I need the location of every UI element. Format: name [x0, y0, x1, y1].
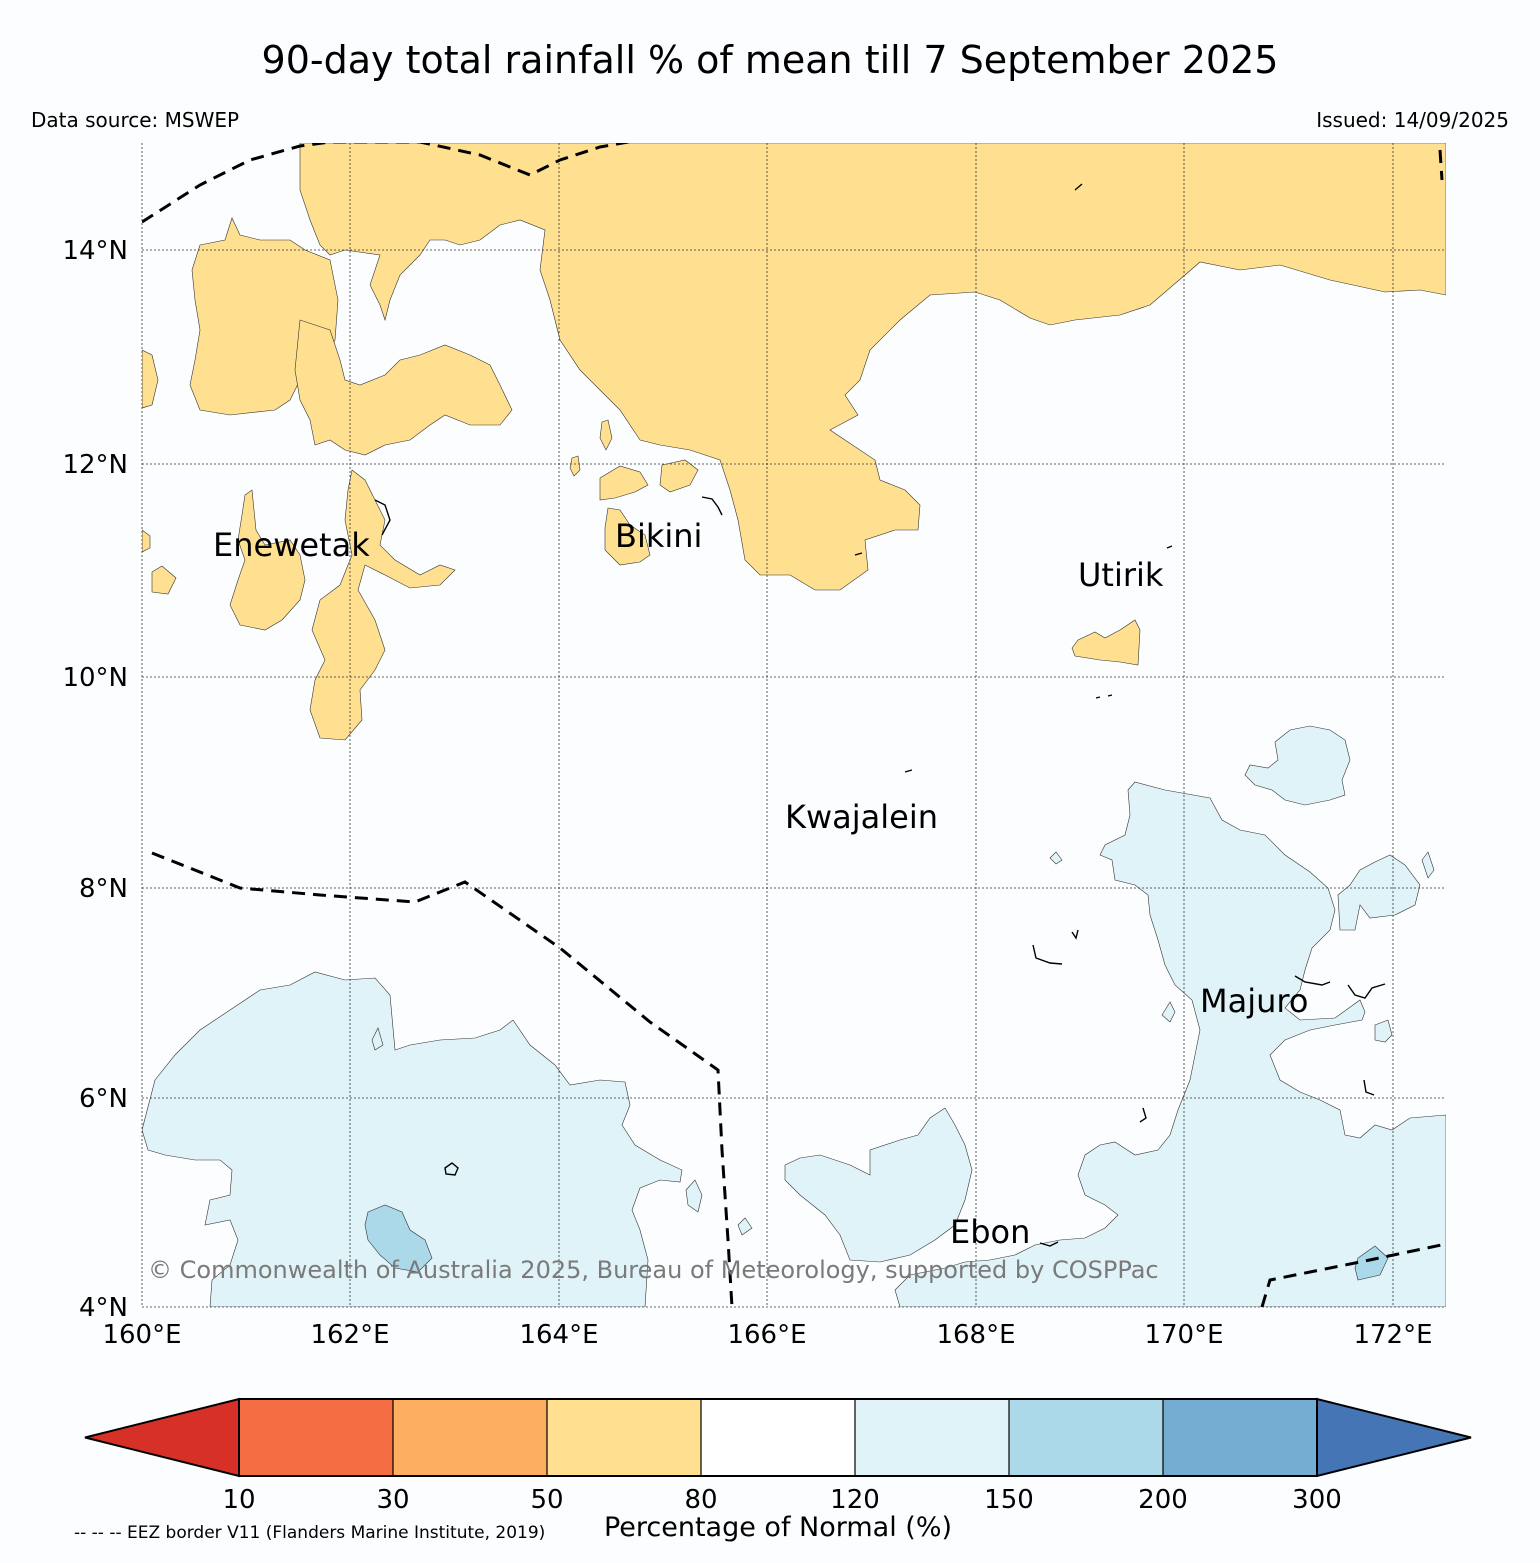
- wet-region-east: [1337, 854, 1421, 931]
- colorbar-tick-label: 300: [1292, 1485, 1342, 1515]
- place-label-kwajalein: Kwajalein: [785, 798, 938, 836]
- lat-tick-label: 4°N: [79, 1293, 128, 1323]
- wet-region-small-f: [685, 1179, 703, 1213]
- dry-region-bikini-north: [599, 465, 649, 501]
- wet-region-southwest: [142, 971, 683, 1307]
- colorbar-segment: [855, 1399, 1009, 1476]
- dry-region-west-small-2: [142, 529, 151, 553]
- wet-region-small-e: [1421, 851, 1435, 879]
- lat-tick-label: 10°N: [62, 663, 128, 693]
- place-label-bikini: Bikini: [615, 517, 702, 555]
- dry-region-small-b: [599, 419, 613, 451]
- rainfall-anomaly-regions: [142, 143, 1446, 1307]
- dry-region-bikini: [604, 507, 651, 566]
- lon-tick-label: 164°E: [519, 1320, 598, 1350]
- dry-region-north: [299, 143, 1446, 591]
- lat-tick-label: 6°N: [79, 1084, 128, 1114]
- lat-tick-label: 12°N: [62, 450, 128, 480]
- colorbar-tick-label: 30: [376, 1485, 409, 1515]
- wet-region-northeast: [1244, 725, 1351, 806]
- place-labels: Enewetak Bikini Utirik Kwajalein Majuro …: [213, 517, 1308, 1251]
- place-label-majuro: Majuro: [1200, 982, 1308, 1020]
- lon-tick-label: 172°E: [1353, 1320, 1432, 1350]
- colorbar-segment: [239, 1399, 393, 1476]
- colorbar-tick-label: 200: [1138, 1485, 1188, 1515]
- lon-tick-label: 170°E: [1144, 1320, 1223, 1350]
- colorbar-segment: [1163, 1399, 1317, 1476]
- colorbar-tick-label: 10: [222, 1485, 255, 1515]
- dry-region-bikini-east: [659, 459, 699, 493]
- colorbar-tick-label: 150: [984, 1485, 1034, 1515]
- latitude-tick-labels: 4°N 6°N 8°N 10°N 12°N 14°N: [62, 236, 128, 1323]
- colorbar-tick-label: 50: [530, 1485, 563, 1515]
- longitude-tick-labels: 160°E 162°E 164°E 166°E 168°E 170°E 172°…: [102, 1320, 1432, 1350]
- dry-region-central-west: [294, 319, 513, 456]
- map-title: 90-day total rainfall % of mean till 7 S…: [261, 38, 1279, 82]
- dry-region-utirik: [1071, 619, 1141, 666]
- lat-tick-label: 14°N: [62, 236, 128, 266]
- place-label-ebon: Ebon: [950, 1213, 1030, 1251]
- copyright-notice: © Commonwealth of Australia 2025, Bureau…: [148, 1256, 1159, 1284]
- colorbar-segment: [393, 1399, 547, 1476]
- colorbar-tick-label: 80: [684, 1485, 717, 1515]
- dry-region-west-edge: [142, 349, 159, 409]
- colorbar-segment: [547, 1399, 701, 1476]
- dry-region-small-a: [569, 455, 581, 477]
- colorbar-segment: [1009, 1399, 1163, 1476]
- lon-tick-label: 160°E: [102, 1320, 181, 1350]
- lon-tick-label: 162°E: [310, 1320, 389, 1350]
- wet-region-small-h: [371, 1027, 384, 1051]
- eez-footnote: -- -- -- EEZ border V11 (Flanders Marine…: [74, 1523, 546, 1543]
- wet-region-small-d: [1161, 1001, 1176, 1023]
- wet-region-small-g: [737, 1217, 753, 1236]
- lon-tick-label: 166°E: [727, 1320, 806, 1350]
- issued-date-label: Issued: 14/09/2025: [1316, 108, 1509, 132]
- lon-tick-label: 168°E: [936, 1320, 1015, 1350]
- dry-region-south-enewetak: [309, 469, 456, 741]
- wet-region-small-i: [1049, 851, 1063, 865]
- eez-borders: [142, 143, 1446, 1307]
- wet-region-majuro: [894, 781, 1446, 1307]
- colorbar-extend-high: [1316, 1397, 1472, 1478]
- wet-region-south-central: [784, 1107, 973, 1263]
- lat-tick-label: 8°N: [79, 874, 128, 904]
- dry-region-west-small: [151, 565, 177, 595]
- colorbar-extend-low: [84, 1397, 240, 1478]
- wetter-region-southeast: [1354, 1245, 1389, 1281]
- atoll-coastlines: [374, 183, 1386, 1247]
- colorbar: 10 30 50 80 120 150 200 300: [84, 1397, 1472, 1515]
- place-label-utirik: Utirik: [1078, 556, 1164, 594]
- wetter-region-southwest: [364, 1204, 433, 1273]
- dry-region-enewetak: [229, 489, 306, 631]
- map-gridlines: [141, 143, 1446, 1308]
- colorbar-tick-label: 120: [830, 1485, 880, 1515]
- wet-region-small-c: [1374, 1019, 1393, 1043]
- place-label-enewetak: Enewetak: [213, 526, 370, 564]
- colorbar-segment: [701, 1399, 855, 1476]
- data-source-label: Data source: MSWEP: [31, 108, 240, 132]
- colorbar-title: Percentage of Normal (%): [603, 1512, 953, 1543]
